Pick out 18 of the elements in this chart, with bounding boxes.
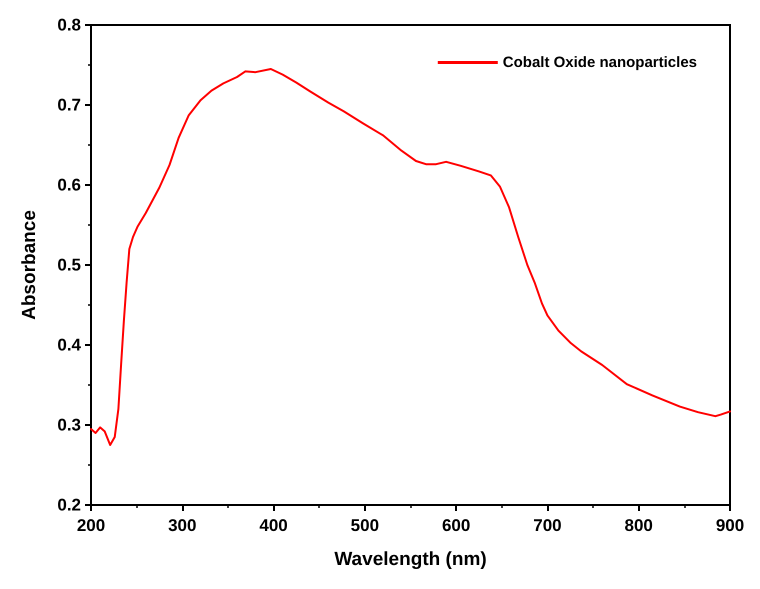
x-tick-label: 300: [168, 516, 196, 535]
x-tick-label: 400: [259, 516, 288, 535]
x-tick-label: 500: [350, 516, 380, 535]
y-axis-title: Absorbance: [19, 210, 40, 320]
y-tick-label: 0.5: [57, 256, 81, 274]
legend-label: Cobalt Oxide nanoparticles: [502, 54, 698, 71]
x-tick-label: 700: [533, 516, 562, 535]
x-tick-label: 900: [716, 516, 744, 535]
y-tick-label: 0.8: [57, 16, 81, 34]
x-tick-label: 600: [442, 516, 470, 535]
x-tick-label: 800: [624, 516, 653, 535]
x-tick-label: 200: [76, 516, 106, 535]
x-axis-title: Wavelength (nm): [334, 549, 487, 570]
y-tick-label: 0.6: [57, 176, 81, 194]
y-tick-label: 0.3: [57, 416, 81, 434]
y-tick-label: 0.4: [57, 336, 82, 354]
y-tick-label: 0.2: [57, 496, 81, 514]
y-tick-label: 0.7: [57, 96, 81, 114]
